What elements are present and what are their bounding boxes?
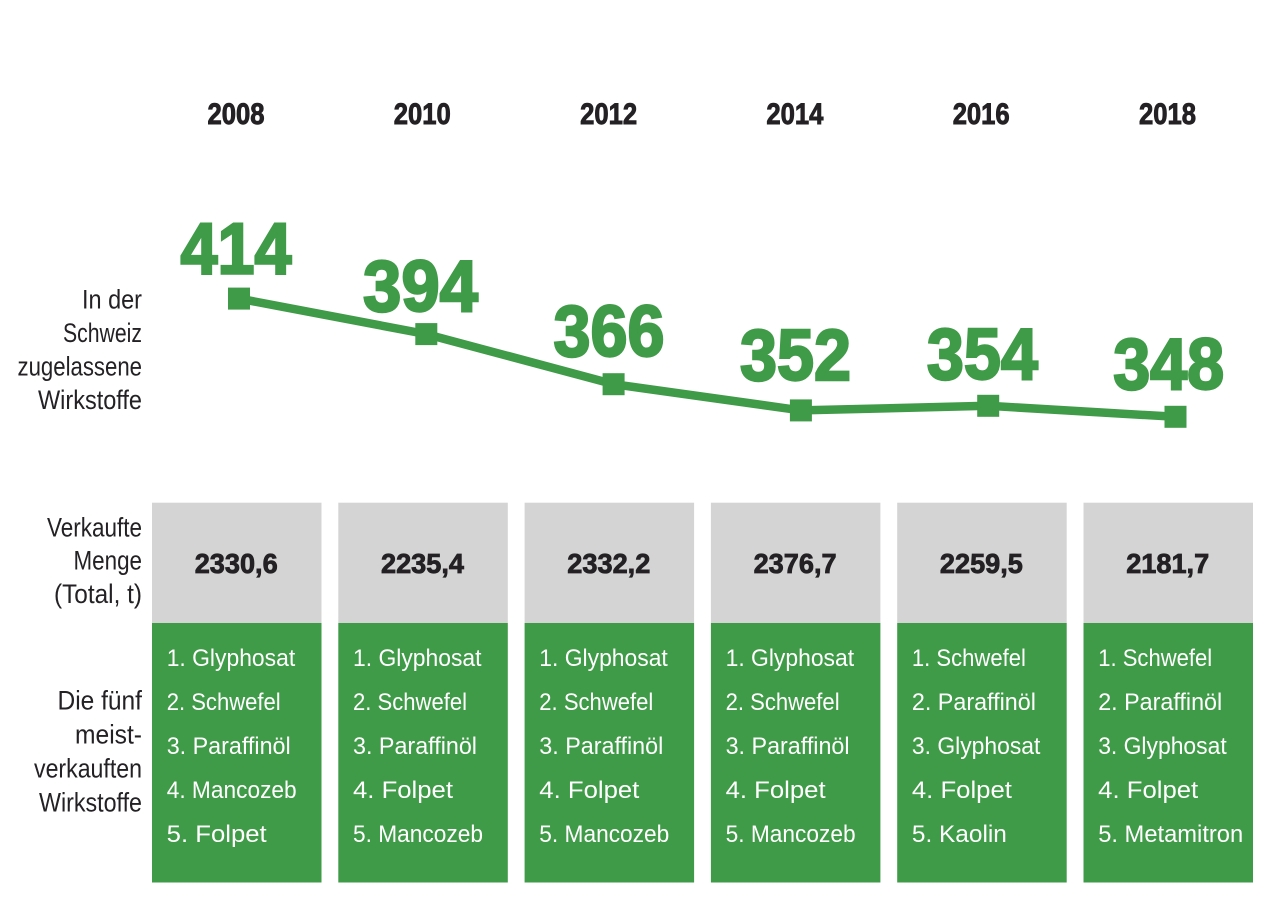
svg-text:Die fünf: Die fünf [58,686,143,716]
svg-text:(Total, t): (Total, t) [54,579,142,609]
svg-text:3. Paraffinöl: 3. Paraffinöl [167,733,291,760]
svg-text:5. Mancozeb: 5. Mancozeb [539,821,669,848]
svg-text:Menge: Menge [74,545,143,575]
svg-text:2332,2: 2332,2 [567,548,650,579]
svg-text:In der: In der [82,285,142,315]
svg-text:4. Mancozeb: 4. Mancozeb [167,777,297,804]
svg-text:Wirkstoffe: Wirkstoffe [39,788,142,818]
svg-text:1. Glyphosat: 1. Glyphosat [539,645,668,672]
svg-text:Wirkstoffe: Wirkstoffe [38,385,142,415]
svg-text:354: 354 [927,315,1038,395]
svg-text:414: 414 [181,210,292,290]
svg-text:2018: 2018 [1139,98,1196,131]
svg-text:366: 366 [554,292,665,372]
svg-text:Verkaufte: Verkaufte [47,512,142,542]
svg-text:3. Glyphosat: 3. Glyphosat [912,733,1041,760]
svg-text:3. Glyphosat: 3. Glyphosat [1098,733,1227,760]
svg-text:5. Kaolin: 5. Kaolin [912,821,1007,848]
svg-text:2181,7: 2181,7 [1126,548,1209,579]
svg-text:Schweiz: Schweiz [63,318,142,348]
svg-text:1. Glyphosat: 1. Glyphosat [353,645,482,672]
svg-text:1. Glyphosat: 1. Glyphosat [726,645,855,672]
svg-text:4. Folpet: 4. Folpet [726,777,826,804]
svg-text:3. Paraffinöl: 3. Paraffinöl [539,733,663,760]
svg-text:2. Schwefel: 2. Schwefel [167,689,281,716]
svg-text:2014: 2014 [766,98,823,131]
svg-text:394: 394 [363,247,478,327]
svg-text:2235,4: 2235,4 [381,548,464,579]
svg-text:2. Schwefel: 2. Schwefel [539,689,653,716]
svg-text:2012: 2012 [580,98,637,131]
svg-text:4. Folpet: 4. Folpet [1098,777,1198,804]
svg-text:2016: 2016 [953,98,1010,131]
svg-text:348: 348 [1113,325,1224,405]
svg-text:2259,5: 2259,5 [940,548,1023,579]
svg-text:1. Glyphosat: 1. Glyphosat [167,645,296,672]
svg-text:5. Folpet: 5. Folpet [167,821,267,848]
svg-text:3. Paraffinöl: 3. Paraffinöl [353,733,477,760]
svg-text:2. Paraffinöl: 2. Paraffinöl [1098,689,1222,716]
svg-text:1. Schwefel: 1. Schwefel [1098,645,1212,672]
svg-text:meist-: meist- [75,720,142,750]
svg-text:5. Mancozeb: 5. Mancozeb [353,821,483,848]
svg-text:2008: 2008 [208,98,265,131]
svg-text:2. Schwefel: 2. Schwefel [726,689,840,716]
svg-text:1. Schwefel: 1. Schwefel [912,645,1026,672]
svg-text:5. Mancozeb: 5. Mancozeb [726,821,856,848]
svg-text:5. Metamitron: 5. Metamitron [1098,821,1243,848]
svg-text:verkauften: verkauften [34,754,142,784]
svg-text:2330,6: 2330,6 [195,548,278,579]
svg-text:3. Paraffinöl: 3. Paraffinöl [726,733,850,760]
svg-text:4. Folpet: 4. Folpet [353,777,453,804]
svg-text:2. Schwefel: 2. Schwefel [353,689,467,716]
svg-text:2. Paraffinöl: 2. Paraffinöl [912,689,1036,716]
svg-text:352: 352 [740,316,851,396]
svg-text:zugelassene: zugelassene [18,352,143,382]
svg-text:2010: 2010 [394,98,451,131]
svg-text:4. Folpet: 4. Folpet [912,777,1012,804]
svg-text:2376,7: 2376,7 [754,548,837,579]
svg-text:4. Folpet: 4. Folpet [539,777,639,804]
